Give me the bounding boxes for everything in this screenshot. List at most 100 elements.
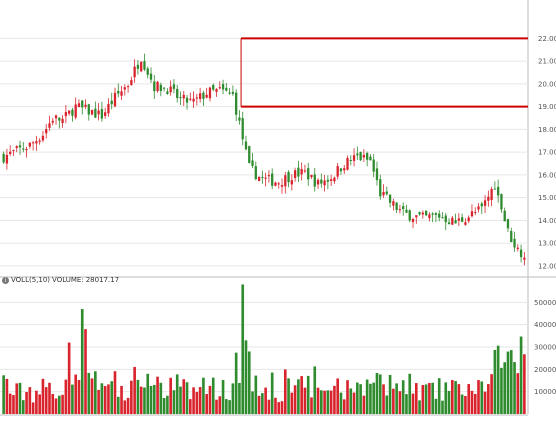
volume-bar (283, 369, 287, 414)
volume-bar (500, 367, 503, 414)
volume-bar (428, 382, 431, 414)
volume-bar (90, 378, 94, 414)
volume-tick-label: 40000 (534, 321, 556, 329)
candle-body (257, 176, 261, 181)
candle-body (369, 156, 372, 161)
volume-bar (365, 379, 369, 414)
candle-body (146, 68, 149, 75)
volume-bar (21, 400, 25, 414)
volume-bar (136, 379, 140, 414)
candle-body (405, 209, 408, 213)
candle-body (277, 183, 280, 185)
settings-icon[interactable]: i (2, 276, 9, 284)
candle-body (38, 140, 41, 142)
candle-body (235, 92, 238, 115)
volume-bar (339, 392, 343, 414)
volume-bar (523, 354, 526, 414)
candle-body (192, 98, 195, 102)
candle-body (297, 167, 300, 177)
volume-bar (198, 387, 202, 414)
volume-bar (84, 329, 87, 414)
price-tick-label: 18.00 (538, 126, 556, 134)
volume-bar (395, 383, 398, 414)
candle-body (84, 104, 87, 107)
candle-body (323, 180, 326, 186)
candle-body (493, 188, 497, 190)
candle-body (133, 66, 136, 78)
volume-bar (405, 394, 408, 414)
volume-bar (12, 395, 15, 414)
volume-bar (264, 387, 267, 414)
volume-bar (18, 382, 22, 414)
volume-bar (424, 384, 428, 414)
candle-body (303, 170, 307, 172)
candle-body (110, 100, 113, 105)
volume-bar (8, 393, 12, 414)
price-tick-label: 13.00 (538, 240, 556, 248)
candle-body (454, 220, 457, 224)
volume-bar (378, 374, 382, 414)
candle-body (185, 97, 189, 103)
price-tick-label: 20.00 (538, 80, 556, 88)
candle-body (97, 110, 100, 115)
candle-body (497, 186, 500, 196)
volume-bar (25, 391, 28, 414)
candle-body (264, 177, 267, 179)
candle-body (182, 94, 185, 99)
candle-body (140, 61, 143, 72)
volume-bar (120, 385, 123, 414)
candle-body (467, 217, 470, 222)
candle-body (339, 168, 343, 172)
candle-body (398, 209, 402, 211)
price-axis: 12.00 13.00 14.00 15.00 16.00 17.00 18.00 19.00… (538, 35, 556, 270)
candle-body (271, 173, 274, 186)
volume-bar (103, 386, 107, 414)
candle-body (411, 219, 415, 223)
candle-body (15, 146, 18, 148)
volume-bar (77, 379, 81, 414)
volume-bar (297, 379, 300, 414)
volume-bar (110, 381, 114, 414)
volume-bar (156, 376, 159, 414)
volume-bar (369, 383, 372, 414)
candle-body (113, 92, 117, 107)
candle-body (5, 154, 9, 164)
volume-bar (182, 379, 186, 414)
volume-bar (244, 340, 248, 414)
volume-grid (0, 301, 528, 393)
candle-body (74, 104, 77, 118)
candle-body (320, 179, 323, 184)
candle-body (94, 108, 97, 118)
volume-bar (234, 352, 238, 414)
candle-body (424, 210, 428, 216)
candle-body (179, 97, 182, 99)
candle-body (316, 179, 320, 185)
candle-body (477, 206, 480, 210)
volume-bar (2, 375, 5, 414)
volume-bar (359, 384, 362, 414)
candle-body (205, 94, 208, 98)
volume-bar (28, 387, 32, 414)
volume-bar (267, 399, 271, 414)
volume-bar (493, 349, 497, 414)
volume-bar (247, 351, 251, 414)
candle-body (77, 103, 81, 108)
volume-bar (48, 382, 51, 414)
candle-body (130, 80, 133, 86)
candle-body (143, 61, 146, 70)
candle-body (300, 169, 303, 175)
volume-tick-label: 10000 (534, 388, 556, 396)
candle-body (359, 151, 362, 161)
volume-bar (477, 380, 480, 414)
volume-bar (257, 395, 261, 414)
volume-bar (454, 381, 457, 414)
volume-bar (38, 394, 41, 414)
candle-body (313, 174, 316, 187)
volume-bar (447, 390, 451, 414)
volume-bar (434, 398, 438, 414)
candle-body (87, 104, 90, 115)
volume-bar (437, 378, 441, 414)
candle-body (35, 141, 38, 144)
volume-bar (320, 390, 323, 414)
volume-bar (208, 385, 212, 414)
